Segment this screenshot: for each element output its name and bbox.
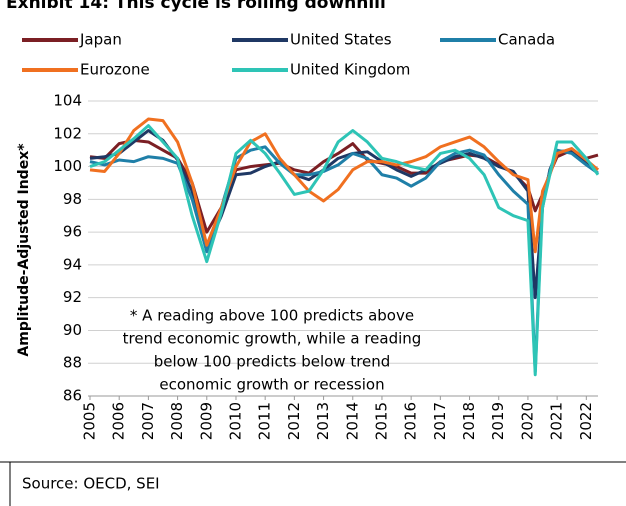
x-tick-label: 2015: [372, 402, 390, 440]
y-axis-label: Amplitude-Adjusted Index*: [16, 143, 32, 357]
x-tick-label: 2005: [81, 402, 99, 440]
x-tick-label: 2022: [577, 402, 595, 440]
legend-label: Canada: [498, 31, 555, 49]
x-tick-label: 2009: [197, 402, 215, 440]
x-tick-label: 2012: [285, 402, 303, 440]
y-tick-label: 100: [53, 157, 82, 175]
y-tick-label: 102: [53, 124, 82, 142]
y-tick-label: 96: [63, 223, 82, 241]
x-tick-label: 2017: [431, 402, 449, 440]
legend-label: United States: [290, 31, 392, 49]
chart-title: Exhibit 14: This cycle is rolling downhi…: [6, 0, 386, 13]
x-tick-label: 2021: [548, 402, 566, 440]
legend-label: Japan: [79, 31, 122, 49]
legend-label: United Kingdom: [290, 61, 410, 79]
annotation: below 100 predicts below trend: [154, 353, 391, 371]
x-tick-label: 2011: [256, 402, 274, 440]
y-tick-label: 92: [63, 288, 82, 306]
x-tick-label: 2013: [314, 402, 332, 440]
x-tick-label: 2007: [139, 402, 157, 440]
series-line: [89, 117, 599, 254]
legend-label: Eurozone: [80, 61, 150, 79]
y-tick-label: 90: [63, 321, 82, 339]
x-tick-label: 2018: [460, 402, 478, 440]
x-tick-label: 2019: [489, 402, 507, 440]
annotation: trend economic growth, while a reading: [123, 330, 422, 348]
x-tick-label: 2014: [343, 402, 361, 440]
x-tick-label: 2016: [402, 402, 420, 440]
y-tick-label: 86: [63, 387, 82, 405]
x-tick-label: 2008: [168, 402, 186, 440]
x-tick-label: 2006: [110, 402, 128, 440]
series-line: [89, 129, 599, 300]
y-tick-label: 94: [63, 255, 82, 273]
annotation: * A reading above 100 predicts above: [130, 307, 414, 325]
y-tick-label: 98: [63, 190, 82, 208]
y-tick-label: 104: [53, 92, 82, 110]
y-tick-label: 88: [63, 354, 82, 372]
annotation: economic growth or recession: [159, 376, 384, 394]
x-tick-label: 2010: [226, 402, 244, 440]
series-line: [89, 124, 600, 377]
x-tick-label: 2020: [518, 402, 536, 440]
source: Source: OECD, SEI: [22, 475, 160, 493]
